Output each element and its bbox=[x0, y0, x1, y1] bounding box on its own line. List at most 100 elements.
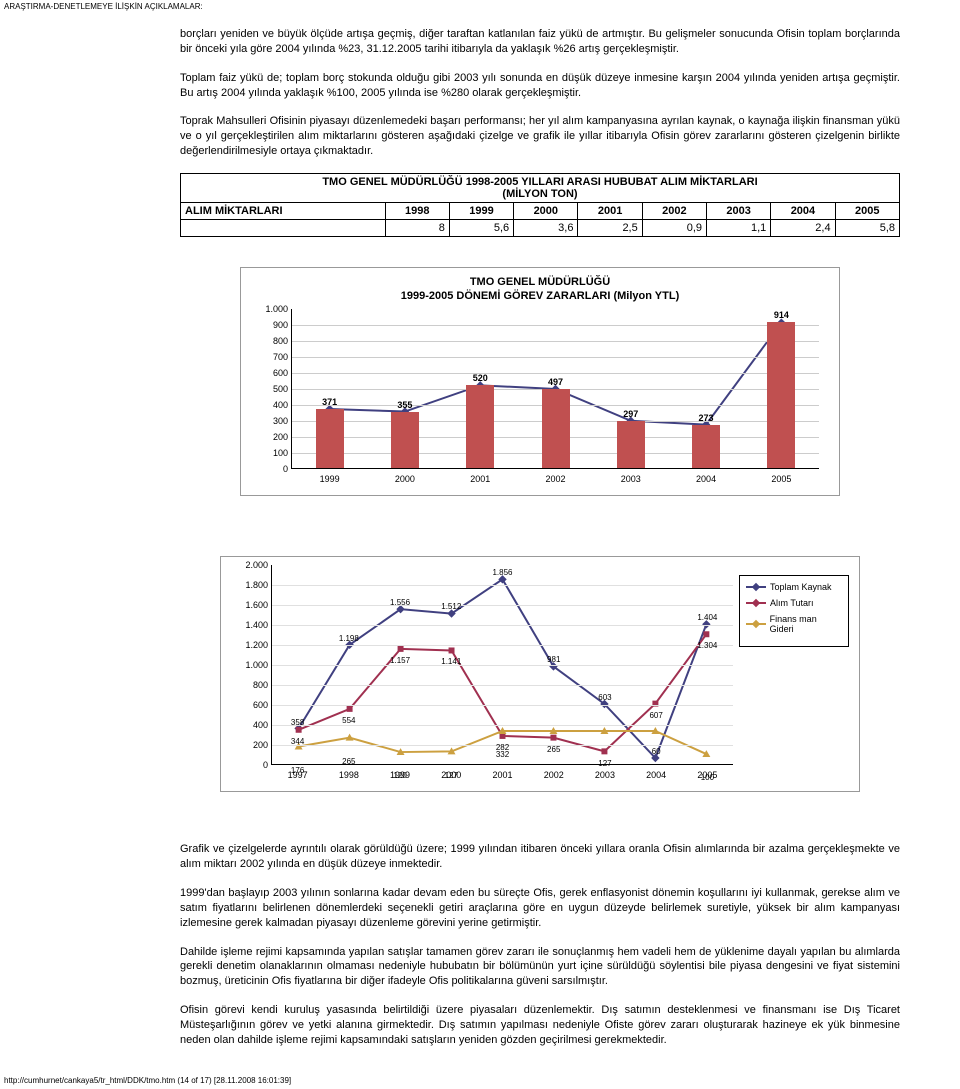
chart2-gridline bbox=[272, 645, 733, 646]
chart1-bar-value: 297 bbox=[617, 409, 645, 419]
chart2-data-label: 344 bbox=[291, 737, 304, 746]
chart1-bar bbox=[617, 421, 645, 469]
chart2-data-label: 1.404 bbox=[697, 613, 717, 622]
table-empty-cell bbox=[181, 219, 386, 236]
chart2-gridline bbox=[272, 585, 733, 586]
chart1-y-tick: 1.000 bbox=[254, 304, 288, 314]
chart1-bar-value: 355 bbox=[391, 400, 419, 410]
table-year-header: 1998 bbox=[385, 202, 449, 219]
chart1-bar-value: 497 bbox=[542, 377, 570, 387]
chart1-y-tick: 500 bbox=[254, 384, 288, 394]
chart1-y-tick: 600 bbox=[254, 368, 288, 378]
paragraph-5: 1999'dan başlayıp 2003 yılının sonlarına… bbox=[180, 886, 900, 931]
table-year-header: 2003 bbox=[707, 202, 771, 219]
table-value-cell: 0,9 bbox=[642, 219, 706, 236]
legend-swatch bbox=[746, 602, 766, 604]
chart1-x-tick: 2002 bbox=[536, 474, 576, 484]
chart2-y-tick: 1.800 bbox=[232, 580, 268, 590]
chart1-x-tick: 2001 bbox=[460, 474, 500, 484]
table-value-cell: 5,8 bbox=[835, 219, 899, 236]
chart2-data-label: 100 bbox=[701, 774, 714, 783]
paragraph-7: Ofisin görevi kendi kuruluş yasasında be… bbox=[180, 1003, 900, 1048]
paragraph-3: Toprak Mahsulleri Ofisinin piyasayı düze… bbox=[180, 114, 900, 159]
chart2-y-tick: 0 bbox=[232, 760, 268, 770]
table-value-cell: 5,6 bbox=[449, 219, 513, 236]
chart2-x-tick: 2002 bbox=[530, 770, 578, 780]
legend-item: Toplam Kaynak bbox=[746, 582, 842, 592]
chart1-x-tick: 2003 bbox=[611, 474, 651, 484]
chart2-data-label: 1.157 bbox=[390, 656, 410, 665]
chart2-gridline bbox=[272, 685, 733, 686]
chart2-y-tick: 1.600 bbox=[232, 600, 268, 610]
chart1-bar bbox=[767, 322, 795, 468]
chart1-bar bbox=[391, 412, 419, 469]
chart2-gridline bbox=[272, 665, 733, 666]
chart2-data-label: 127 bbox=[598, 759, 611, 768]
table-year-header: 2000 bbox=[514, 202, 578, 219]
chart2-gridline bbox=[272, 625, 733, 626]
table-year-header: 2002 bbox=[642, 202, 706, 219]
chart2-data-label: 127 bbox=[445, 771, 458, 780]
chart2-y-tick: 400 bbox=[232, 720, 268, 730]
chart2-data-label: 1.198 bbox=[339, 634, 359, 643]
chart2-data-label: 1.512 bbox=[441, 602, 461, 611]
chart1-y-tick: 400 bbox=[254, 400, 288, 410]
chart1-title: TMO GENEL MÜDÜRLÜĞÜ 1999-2005 DÖNEMİ GÖR… bbox=[251, 276, 829, 304]
legend-label: Toplam Kaynak bbox=[770, 582, 832, 592]
chart2-y-tick: 1.400 bbox=[232, 620, 268, 630]
chart1-x-tick: 2000 bbox=[385, 474, 425, 484]
chart1-bar-value: 520 bbox=[466, 373, 494, 383]
chart2-y-tick: 600 bbox=[232, 700, 268, 710]
chart1-y-tick: 200 bbox=[254, 432, 288, 442]
legend-label: Alım Tutarı bbox=[770, 598, 814, 608]
chart1-y-tick: 800 bbox=[254, 336, 288, 346]
chart2-data-label: 554 bbox=[342, 716, 355, 725]
chart1-bar-value: 914 bbox=[767, 310, 795, 320]
chart2-x-tick: 2001 bbox=[479, 770, 527, 780]
table-value-cell: 3,6 bbox=[514, 219, 578, 236]
table-value-cell: 8 bbox=[385, 219, 449, 236]
chart2-y-tick: 2.000 bbox=[232, 560, 268, 570]
legend-item: Alım Tutarı bbox=[746, 598, 842, 608]
table-value-cell: 1,1 bbox=[707, 219, 771, 236]
paragraph-4: Grafik ve çizelgelerde ayrıntılı olarak … bbox=[180, 842, 900, 872]
header-note: ARAŞTIRMA-DENETLEMEYE İLİŞKİN AÇIKLAMALA… bbox=[0, 0, 960, 13]
chart2-data-label: 1.141 bbox=[441, 657, 461, 666]
chart2-data-label: 265 bbox=[342, 757, 355, 766]
table-value-cell: 2,4 bbox=[771, 219, 835, 236]
chart1-y-tick: 100 bbox=[254, 448, 288, 458]
chart2-x-tick: 2004 bbox=[632, 770, 680, 780]
chart1-x-tick: 2005 bbox=[761, 474, 801, 484]
chart1-y-tick: 300 bbox=[254, 416, 288, 426]
table-year-header: 1999 bbox=[449, 202, 513, 219]
chart2-data-label: 176 bbox=[291, 766, 304, 775]
chart1-gridline bbox=[292, 373, 819, 374]
chart2-data-label: 120 bbox=[393, 772, 406, 781]
chart2-data-label: 603 bbox=[598, 693, 611, 702]
legend-label: Finans man Gideri bbox=[770, 614, 842, 634]
chart2-data-label: 332 bbox=[496, 750, 509, 759]
chart2-y-tick: 1.000 bbox=[232, 660, 268, 670]
chart2-data-label: 1.856 bbox=[492, 568, 512, 577]
chart1-plot-area: 01002003004005006007008009001.0003711999… bbox=[291, 309, 819, 469]
chart1-bar-value: 371 bbox=[316, 397, 344, 407]
chart2-plot-area: 02004006008001.0001.2001.4001.6001.8002.… bbox=[271, 565, 733, 765]
table-year-header: 2004 bbox=[771, 202, 835, 219]
chart2-gridline bbox=[272, 705, 733, 706]
table-year-header: 2005 bbox=[835, 202, 899, 219]
chart2-data-label: 1.304 bbox=[697, 641, 717, 650]
paragraph-6: Dahilde işleme rejimi kapsamında yapılan… bbox=[180, 945, 900, 990]
chart2-y-tick: 1.200 bbox=[232, 640, 268, 650]
chart2-gridline bbox=[272, 605, 733, 606]
chart-loss: TMO GENEL MÜDÜRLÜĞÜ 1999-2005 DÖNEMİ GÖR… bbox=[240, 267, 840, 497]
chart2-data-label: 358 bbox=[291, 718, 304, 727]
chart2-y-tick: 800 bbox=[232, 680, 268, 690]
chart2-data-label: 265 bbox=[547, 745, 560, 754]
chart2-gridline bbox=[272, 725, 733, 726]
legend-swatch bbox=[746, 623, 766, 625]
main-content: borçları yeniden ve büyük ölçüde artışa … bbox=[180, 13, 900, 1048]
table-year-header: 2001 bbox=[578, 202, 642, 219]
legend-swatch bbox=[746, 586, 766, 588]
chart1-x-tick: 2004 bbox=[686, 474, 726, 484]
paragraph-2: Toplam faiz yükü de; toplam borç stokund… bbox=[180, 71, 900, 101]
